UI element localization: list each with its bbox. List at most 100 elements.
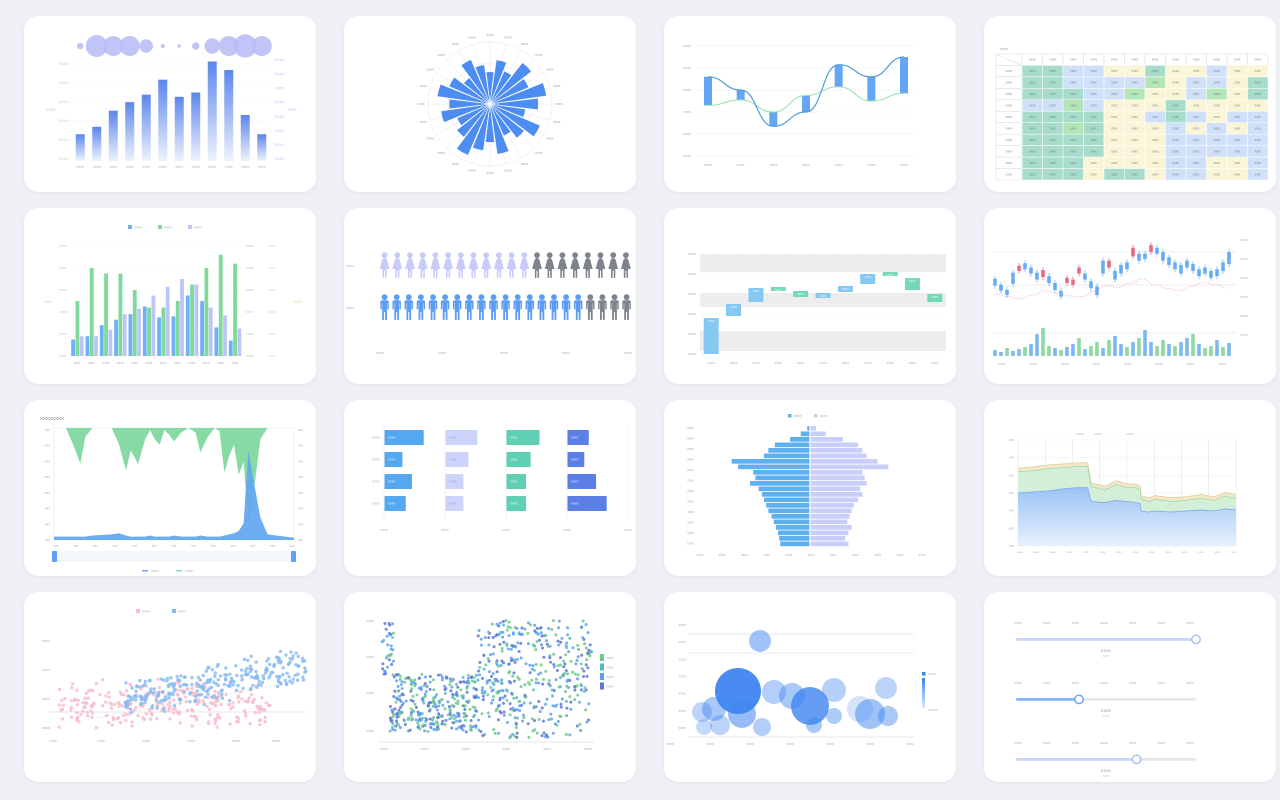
candle[interactable] bbox=[1221, 262, 1225, 271]
bar-left[interactable] bbox=[750, 481, 810, 486]
male-icon[interactable] bbox=[440, 294, 450, 320]
bar[interactable] bbox=[141, 94, 151, 161]
female-icon[interactable] bbox=[468, 252, 479, 278]
bar[interactable] bbox=[71, 339, 75, 357]
bar-right[interactable] bbox=[810, 492, 863, 497]
bar-left[interactable] bbox=[800, 431, 810, 437]
bubble[interactable] bbox=[791, 687, 829, 725]
card-bar-bubble[interactable]: XXXX XXXX XXXX XXXX XXXX XXXX XXXX XXXX XXXX XXXX… bbox=[24, 16, 316, 192]
male-icon[interactable] bbox=[489, 294, 498, 320]
rose-sector[interactable] bbox=[448, 76, 491, 105]
female-icon[interactable] bbox=[417, 252, 428, 278]
data-zoom-handle-right[interactable] bbox=[291, 551, 296, 562]
bar[interactable] bbox=[224, 70, 234, 161]
bubble[interactable] bbox=[749, 630, 771, 652]
bar[interactable] bbox=[157, 317, 161, 357]
bar-left[interactable] bbox=[755, 475, 810, 481]
bubble[interactable] bbox=[177, 44, 181, 48]
bar[interactable] bbox=[104, 273, 108, 357]
bar-left[interactable] bbox=[764, 497, 810, 503]
card-flow-area[interactable]: XXXXXXXX XXX XXX XXX XXX XXX XXX XXX XXX XXX XXX XX… bbox=[24, 400, 316, 576]
female-icon[interactable] bbox=[506, 252, 517, 278]
rose-sector[interactable] bbox=[463, 77, 491, 105]
rose-sector[interactable] bbox=[489, 103, 525, 139]
rose-sector[interactable] bbox=[489, 103, 510, 155]
legend-swatch[interactable] bbox=[158, 225, 162, 229]
data-zoom-handle-left[interactable] bbox=[52, 551, 57, 562]
bubble[interactable] bbox=[103, 36, 124, 56]
hbar[interactable] bbox=[506, 452, 531, 467]
hbar[interactable] bbox=[567, 474, 597, 489]
hbar[interactable] bbox=[384, 452, 403, 467]
bubble[interactable] bbox=[218, 36, 239, 56]
slider-handle[interactable] bbox=[1131, 754, 1142, 765]
bubble[interactable] bbox=[806, 717, 822, 733]
female-icon[interactable] bbox=[519, 252, 530, 278]
rose-sector[interactable] bbox=[436, 83, 491, 105]
bar-left[interactable] bbox=[771, 514, 810, 519]
waterfall-bar[interactable] bbox=[837, 286, 853, 292]
candle[interactable] bbox=[1167, 257, 1171, 265]
waterfall-bar[interactable] bbox=[770, 287, 786, 291]
bar-right[interactable] bbox=[810, 426, 816, 431]
legend-swatch[interactable] bbox=[172, 609, 176, 613]
female-icon[interactable] bbox=[443, 252, 453, 278]
bar-right[interactable] bbox=[810, 475, 865, 481]
hbar[interactable] bbox=[506, 474, 527, 489]
rose-sector[interactable] bbox=[485, 71, 495, 105]
hbar[interactable] bbox=[445, 452, 469, 467]
bar-right[interactable] bbox=[810, 525, 852, 530]
legend-swatch[interactable] bbox=[600, 663, 604, 671]
rose-sector[interactable] bbox=[456, 103, 491, 138]
legend-swatch[interactable] bbox=[788, 414, 792, 418]
bar[interactable] bbox=[214, 327, 219, 356]
diff-bar[interactable] bbox=[736, 90, 745, 100]
data-zoom-track[interactable] bbox=[53, 551, 295, 562]
candle[interactable] bbox=[1017, 265, 1021, 271]
bar[interactable] bbox=[190, 284, 194, 357]
bar-left[interactable] bbox=[775, 525, 810, 530]
candle[interactable] bbox=[1059, 290, 1063, 297]
bar-left[interactable] bbox=[807, 426, 810, 431]
bar-left[interactable] bbox=[761, 492, 810, 497]
bar-left[interactable] bbox=[758, 486, 810, 492]
male-icon[interactable] bbox=[610, 294, 619, 320]
candle[interactable] bbox=[1113, 270, 1117, 280]
bar[interactable] bbox=[228, 340, 233, 356]
candle[interactable] bbox=[1005, 289, 1009, 296]
bar[interactable] bbox=[79, 336, 84, 356]
bar[interactable] bbox=[132, 290, 137, 356]
card-bubble[interactable]: XXXX XXXX XXXX XXXX XXXX XXXX XXXX XXXX XXXXX XXX… bbox=[664, 592, 956, 782]
bar-right[interactable] bbox=[810, 453, 867, 459]
hbar[interactable] bbox=[384, 496, 406, 511]
candle[interactable] bbox=[1119, 264, 1123, 274]
card-polar-rose[interactable]: XXXX XXXX XXXX XXXX XXXX XXXX XXXX XXXX XXXX XXXX… bbox=[344, 16, 636, 192]
card-scatter-dense[interactable]: XXXX XXXX XXXX XXXX XXXX XXXX XXXX XXXX XXXX XXXX… bbox=[344, 592, 636, 782]
bubble[interactable] bbox=[139, 39, 153, 53]
female-icon[interactable] bbox=[557, 252, 568, 278]
hbar[interactable] bbox=[445, 474, 464, 489]
waterfall-bar[interactable] bbox=[748, 288, 764, 302]
bar[interactable] bbox=[75, 301, 80, 356]
candle[interactable] bbox=[1083, 273, 1087, 280]
hbar[interactable] bbox=[567, 430, 589, 445]
bar[interactable] bbox=[108, 110, 118, 161]
bar-left[interactable] bbox=[764, 453, 810, 459]
legend-swatch[interactable] bbox=[176, 570, 182, 572]
heatmap-cell[interactable] bbox=[1247, 168, 1269, 181]
rose-sector[interactable] bbox=[489, 59, 507, 105]
female-icon[interactable] bbox=[455, 252, 466, 278]
bar[interactable] bbox=[151, 295, 156, 357]
bubble[interactable] bbox=[204, 38, 220, 54]
bar-left[interactable] bbox=[773, 519, 810, 525]
legend-swatch[interactable] bbox=[142, 570, 148, 572]
candle[interactable] bbox=[1131, 247, 1135, 257]
hbar[interactable] bbox=[506, 430, 540, 445]
candle[interactable] bbox=[1185, 260, 1189, 268]
candle[interactable] bbox=[1107, 260, 1111, 268]
bar-right[interactable] bbox=[810, 437, 843, 442]
card-sliders[interactable]: XXXX XXXX XXXX XXXX XXXX XXXX XXXX XXXX XXXX XXXX… bbox=[984, 592, 1276, 782]
card-grouped-bar[interactable]: XXXX XXXX XXXX XXXX XXXX XXXX XXXX XXXX XXXX XXXX… bbox=[24, 208, 316, 384]
bar-left[interactable] bbox=[766, 503, 810, 508]
legend-swatch[interactable] bbox=[136, 609, 140, 613]
